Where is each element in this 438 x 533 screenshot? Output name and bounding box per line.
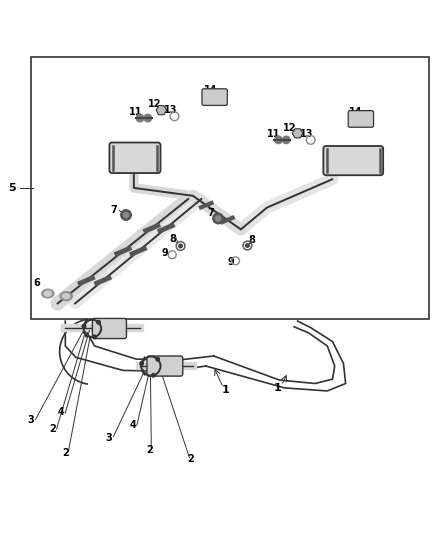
FancyBboxPatch shape (92, 318, 127, 338)
Circle shape (97, 320, 100, 324)
FancyBboxPatch shape (147, 356, 183, 376)
Circle shape (275, 136, 283, 144)
Polygon shape (156, 106, 166, 115)
FancyBboxPatch shape (348, 111, 374, 127)
Bar (31, 57, 428, 319)
Text: 14: 14 (204, 85, 217, 95)
Circle shape (93, 335, 96, 338)
Circle shape (156, 358, 159, 361)
Ellipse shape (60, 292, 72, 301)
FancyBboxPatch shape (110, 142, 160, 173)
Text: 4: 4 (130, 419, 136, 430)
Text: 11: 11 (129, 107, 143, 117)
Text: 2: 2 (146, 445, 152, 455)
Circle shape (121, 210, 131, 220)
Text: 12: 12 (148, 99, 161, 109)
Text: 7: 7 (207, 208, 214, 218)
Text: 7: 7 (111, 205, 117, 215)
Circle shape (82, 325, 86, 328)
Text: 6: 6 (63, 292, 70, 302)
Ellipse shape (44, 291, 51, 296)
Circle shape (213, 213, 223, 224)
Text: 12: 12 (283, 123, 297, 133)
Text: 2: 2 (187, 454, 194, 464)
Text: 9: 9 (162, 248, 168, 259)
Text: 3: 3 (105, 433, 112, 442)
Circle shape (140, 362, 143, 365)
Text: 13: 13 (164, 105, 178, 115)
Text: 11: 11 (267, 129, 281, 139)
Text: 5: 5 (8, 183, 15, 193)
Text: 13: 13 (300, 129, 313, 139)
Circle shape (152, 374, 155, 377)
Ellipse shape (42, 289, 54, 298)
Text: 1: 1 (274, 383, 282, 393)
Text: 6: 6 (33, 278, 40, 288)
Circle shape (136, 114, 144, 122)
Text: 4: 4 (57, 407, 64, 417)
Circle shape (179, 244, 182, 248)
Text: 9: 9 (228, 257, 235, 267)
Circle shape (283, 136, 290, 144)
Circle shape (124, 212, 129, 217)
Text: 8: 8 (170, 235, 177, 245)
Text: 2: 2 (49, 424, 57, 434)
FancyBboxPatch shape (202, 89, 227, 106)
Text: 8: 8 (249, 235, 256, 245)
Ellipse shape (63, 294, 70, 299)
Circle shape (144, 114, 152, 122)
Circle shape (215, 216, 221, 221)
Text: 2: 2 (62, 448, 69, 458)
FancyBboxPatch shape (323, 146, 383, 175)
Circle shape (246, 244, 249, 247)
Text: 3: 3 (27, 415, 34, 425)
Polygon shape (292, 129, 303, 138)
Text: 1: 1 (222, 385, 230, 394)
Text: 14: 14 (349, 107, 362, 117)
